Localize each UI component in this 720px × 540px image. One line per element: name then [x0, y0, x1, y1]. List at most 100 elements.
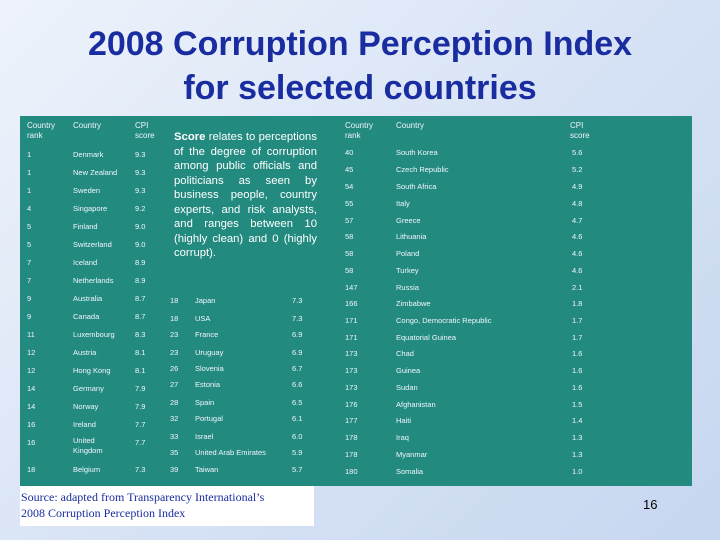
- header-cpi-score-left: CPI score: [135, 121, 155, 140]
- middle-score: 7.3: [292, 314, 303, 323]
- left-rank: 5: [27, 240, 32, 249]
- score-explanation-text: relates to perceptions of the degree of …: [174, 131, 317, 259]
- right-country: Czech Republic: [396, 165, 449, 174]
- middle-country: Portugal: [195, 414, 223, 423]
- right-rank: 171: [345, 316, 358, 325]
- left-score: 9.3: [135, 150, 146, 159]
- right-score: 1.3: [572, 433, 583, 442]
- right-country: South Korea: [396, 148, 438, 157]
- right-country: Equatorial Guinea: [396, 333, 457, 342]
- right-score: 5.6: [572, 148, 583, 157]
- right-rank: 180: [345, 467, 358, 476]
- left-country: Belgium: [73, 465, 101, 474]
- right-country: Greece: [396, 216, 421, 225]
- left-country: Canada: [73, 312, 100, 321]
- right-rank: 57: [345, 216, 354, 225]
- right-score: 1.6: [572, 349, 583, 358]
- left-country: Singapore: [73, 204, 108, 213]
- right-score: 1.6: [572, 383, 583, 392]
- left-score: 7.7: [135, 420, 146, 429]
- right-rank: 173: [345, 349, 358, 358]
- left-country: Hong Kong: [73, 366, 111, 375]
- middle-score: 6.5: [292, 398, 303, 407]
- left-country: United Kingdom: [73, 436, 103, 455]
- right-rank: 55: [345, 199, 354, 208]
- header-country-left: Country: [73, 121, 102, 130]
- right-rank: 173: [345, 366, 358, 375]
- left-score: 9.3: [135, 186, 146, 195]
- middle-country: Japan: [195, 296, 216, 305]
- right-country: Chad: [396, 349, 414, 358]
- right-country: Sudan: [396, 383, 418, 392]
- left-rank: 16: [27, 420, 36, 429]
- right-rank: 40: [345, 148, 354, 157]
- left-score: 9.0: [135, 222, 146, 231]
- left-country: Australia: [73, 294, 103, 303]
- left-country: Sweden: [73, 186, 101, 195]
- middle-country: USA: [195, 314, 211, 323]
- right-score: 2.1: [572, 283, 583, 292]
- left-score: 8.3: [135, 330, 146, 339]
- left-rank: 12: [27, 366, 36, 375]
- right-rank: 45: [345, 165, 354, 174]
- source-note: Source: adapted from Transparency Intern…: [20, 486, 314, 526]
- left-score: 8.7: [135, 312, 146, 321]
- left-score: 8.7: [135, 294, 146, 303]
- right-country: Somalia: [396, 467, 424, 476]
- middle-rank: 35: [170, 448, 179, 457]
- middle-country: France: [195, 330, 219, 339]
- left-rank: 9: [27, 294, 32, 303]
- right-score: 1.8: [572, 299, 583, 308]
- middle-rank: 39: [170, 465, 179, 474]
- header-country-rank-left: Country rank: [27, 121, 56, 140]
- left-rank: 14: [27, 384, 36, 393]
- left-rank: 12: [27, 348, 36, 357]
- header-country-rank-right: Country rank: [345, 121, 374, 140]
- middle-score: 6.9: [292, 348, 303, 357]
- left-score: 7.9: [135, 402, 146, 411]
- left-country: Netherlands: [73, 276, 114, 285]
- right-rank: 58: [345, 266, 354, 275]
- left-country: Luxembourg: [73, 330, 115, 339]
- left-score: 9.0: [135, 240, 146, 249]
- cpi-table-panel: [20, 116, 692, 486]
- left-score: 8.9: [135, 258, 146, 267]
- right-score: 1.0: [572, 467, 583, 476]
- right-score: 1.3: [572, 450, 583, 459]
- right-country: Iraq: [396, 433, 409, 442]
- left-rank: 5: [27, 222, 32, 231]
- right-score: 4.7: [572, 216, 583, 225]
- left-rank: 18: [27, 465, 36, 474]
- right-score: 4.8: [572, 199, 583, 208]
- left-rank: 11: [27, 330, 35, 339]
- header-cpi-score-right: CPI score: [570, 121, 590, 140]
- right-score: 1.7: [572, 316, 583, 325]
- middle-score: 6.7: [292, 364, 303, 373]
- middle-score: 5.9: [292, 448, 303, 457]
- middle-country: Israel: [195, 432, 214, 441]
- right-rank: 54: [345, 182, 354, 191]
- middle-country: United Arab Emirates: [195, 448, 266, 457]
- left-country: Finland: [73, 222, 98, 231]
- middle-country: Taiwan: [195, 465, 219, 474]
- right-country: Poland: [396, 249, 420, 258]
- right-score: 1.6: [572, 366, 583, 375]
- left-country: New Zealand: [73, 168, 118, 177]
- middle-score: 5.7: [292, 465, 303, 474]
- source-line-1: Source: adapted from Transparency Intern…: [21, 490, 265, 504]
- right-score: 4.6: [572, 266, 583, 275]
- left-rank: 1: [27, 186, 32, 195]
- left-score: 7.9: [135, 384, 146, 393]
- left-score: 8.1: [135, 348, 146, 357]
- right-rank: 178: [345, 450, 358, 459]
- right-country: Lithuania: [396, 232, 427, 241]
- left-score: 7.7: [135, 438, 146, 447]
- left-rank: 1: [27, 150, 32, 159]
- right-score: 1.5: [572, 400, 583, 409]
- title-line-2: for selected countries: [183, 69, 537, 107]
- right-rank: 173: [345, 383, 358, 392]
- left-rank: 14: [27, 402, 36, 411]
- right-score: 5.2: [572, 165, 583, 174]
- title-line-1: 2008 Corruption Perception Index: [87, 25, 633, 63]
- right-country: South Africa: [396, 182, 437, 191]
